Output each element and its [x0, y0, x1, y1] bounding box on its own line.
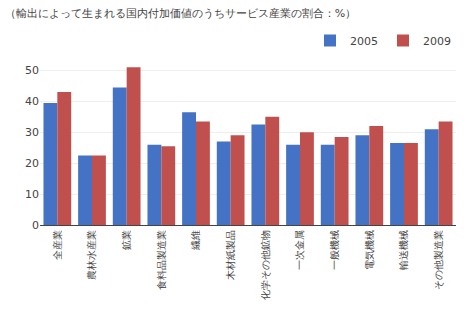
svg-text:50: 50 — [25, 64, 39, 77]
svg-text:全産業: 全産業 — [52, 230, 63, 260]
svg-text:10: 10 — [25, 188, 39, 201]
svg-text:一般機械: 一般機械 — [329, 230, 340, 270]
svg-text:30: 30 — [25, 126, 39, 139]
svg-text:農林水産業: 農林水産業 — [86, 230, 97, 280]
svg-text:一次金属: 一次金属 — [294, 230, 305, 270]
svg-text:食料品製造業: 食料品製造業 — [156, 230, 167, 290]
svg-text:2005: 2005 — [350, 35, 378, 48]
svg-text:電気機械: 電気機械 — [364, 230, 375, 270]
svg-text:2009: 2009 — [423, 35, 451, 48]
svg-text:繊維: 繊維 — [190, 230, 201, 251]
svg-text:輸送機械: 輸送機械 — [398, 230, 409, 270]
svg-text:その他製造業: その他製造業 — [433, 230, 444, 290]
svg-text:鉱業: 鉱業 — [121, 230, 132, 250]
svg-text:木材紙製品: 木材紙製品 — [225, 230, 236, 280]
svg-text:化学その他鉱物: 化学その他鉱物 — [260, 230, 271, 300]
svg-text:20: 20 — [25, 157, 39, 170]
svg-text:（輸出によって生まれる国内付加価値のうちサービス産業の割合：: （輸出によって生まれる国内付加価値のうちサービス産業の割合：%） — [5, 7, 356, 20]
svg-text:40: 40 — [25, 95, 39, 108]
svg-text:0: 0 — [32, 219, 39, 232]
